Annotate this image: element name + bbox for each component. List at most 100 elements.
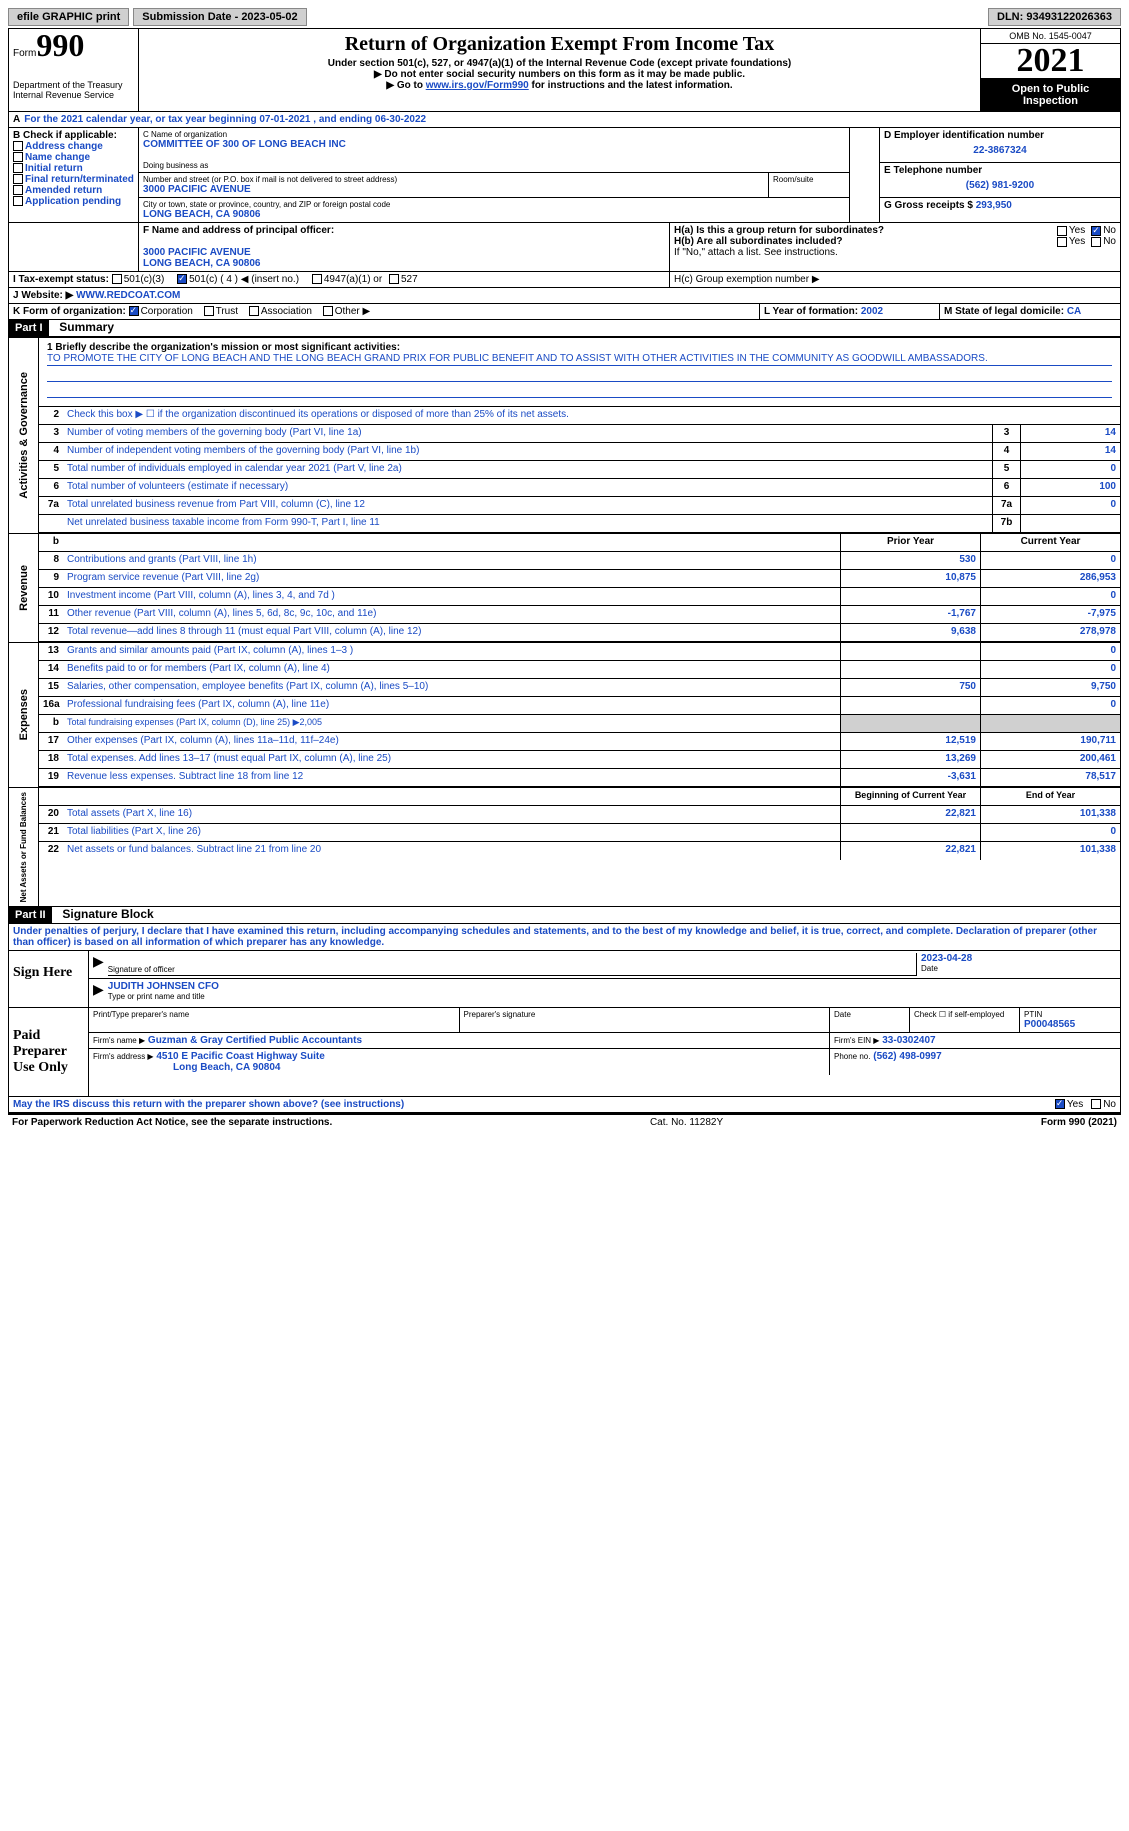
end-20: 101,338 xyxy=(980,806,1120,823)
chk-trust[interactable] xyxy=(204,306,214,316)
dln: DLN: 93493122026363 xyxy=(988,8,1121,26)
chk-amended[interactable]: Amended return xyxy=(13,185,134,196)
expenses-section: Expenses 13Grants and similar amounts pa… xyxy=(9,642,1120,787)
prior-9: 10,875 xyxy=(840,570,980,587)
chk-final-return[interactable]: Final return/terminated xyxy=(13,174,134,185)
subtitle-3: ▶ Go to www.irs.gov/Form990 for instruct… xyxy=(147,80,972,91)
curr-15: 9,750 xyxy=(980,679,1120,696)
net-assets-section: Net Assets or Fund Balances Beginning of… xyxy=(9,787,1120,906)
chk-discuss-no[interactable] xyxy=(1091,1099,1101,1109)
ein: 22-3867324 xyxy=(884,141,1116,160)
declaration: Under penalties of perjury, I declare th… xyxy=(9,924,1120,951)
curr-16a: 0 xyxy=(980,697,1120,714)
side-expenses: Expenses xyxy=(16,685,32,744)
mission-text: TO PROMOTE THE CITY OF LONG BEACH AND TH… xyxy=(47,353,1112,366)
irs-link[interactable]: www.irs.gov/Form990 xyxy=(426,80,529,91)
part-1-header: Part I xyxy=(9,320,49,336)
val-3: 14 xyxy=(1020,425,1120,442)
chk-corp[interactable] xyxy=(129,306,139,316)
prior-12: 9,638 xyxy=(840,624,980,641)
chk-ha-yes[interactable] xyxy=(1057,226,1067,236)
chk-501c[interactable] xyxy=(177,274,187,284)
dept-treasury: Department of the Treasury xyxy=(13,80,134,90)
chk-application[interactable]: Application pending xyxy=(13,196,134,207)
form-990: Form 990 Department of the Treasury Inte… xyxy=(8,28,1121,1115)
part-2-title: Signature Block xyxy=(54,907,153,921)
subtitle-1: Under section 501(c), 527, or 4947(a)(1)… xyxy=(147,58,972,69)
paid-preparer-block: Paid Preparer Use Only Print/Type prepar… xyxy=(9,1008,1120,1097)
chk-527[interactable] xyxy=(389,274,399,284)
tax-year: 2021 xyxy=(981,44,1120,79)
website-row: J Website: ▶ WWW.REDCOAT.COM xyxy=(9,288,1120,304)
prior-10 xyxy=(840,588,980,605)
sign-date: 2023-04-28 xyxy=(921,953,1116,964)
prior-19: -3,631 xyxy=(840,769,980,786)
side-net-assets: Net Assets or Fund Balances xyxy=(17,788,30,906)
firm-phone: (562) 498-0997 xyxy=(873,1051,941,1062)
chk-ha-no[interactable] xyxy=(1091,226,1101,236)
prior-14 xyxy=(840,661,980,678)
efile-btn[interactable]: efile GRAPHIC print xyxy=(8,8,129,26)
form-header: Form 990 Department of the Treasury Inte… xyxy=(9,29,1120,112)
state-domicile: CA xyxy=(1067,306,1081,317)
form-label: Form xyxy=(13,48,36,59)
firm-addr2: Long Beach, CA 90804 xyxy=(93,1062,825,1073)
gross-receipts: 293,950 xyxy=(976,200,1012,211)
chk-discuss-yes[interactable] xyxy=(1055,1099,1065,1109)
prior-17: 12,519 xyxy=(840,733,980,750)
chk-initial-return[interactable]: Initial return xyxy=(13,163,134,174)
firm-addr1: 4510 E Pacific Coast Highway Suite xyxy=(156,1051,324,1062)
prior-11: -1,767 xyxy=(840,606,980,623)
side-revenue: Revenue xyxy=(16,561,32,615)
form-number: 990 xyxy=(36,31,84,60)
chk-501c3[interactable] xyxy=(112,274,122,284)
curr-9: 286,953 xyxy=(980,570,1120,587)
section-b: B Check if applicable: Address change Na… xyxy=(9,128,139,222)
revenue-section: Revenue b Prior Year Current Year 8Contr… xyxy=(9,533,1120,642)
city-state-zip: LONG BEACH, CA 90806 xyxy=(143,209,845,220)
curr-12: 278,978 xyxy=(980,624,1120,641)
irs-label: Internal Revenue Service xyxy=(13,90,134,100)
officer-addr2: LONG BEACH, CA 90806 xyxy=(143,258,665,269)
prior-15: 750 xyxy=(840,679,980,696)
beg-20: 22,821 xyxy=(840,806,980,823)
chk-other[interactable] xyxy=(323,306,333,316)
prior-16a xyxy=(840,697,980,714)
officer-row: F Name and address of principal officer:… xyxy=(9,223,1120,272)
org-name: COMMITTEE OF 300 OF LONG BEACH INC xyxy=(143,139,845,150)
end-21: 0 xyxy=(980,824,1120,841)
may-irs-row: May the IRS discuss this return with the… xyxy=(9,1097,1120,1114)
governance-section: Activities & Governance 1 Briefly descri… xyxy=(9,337,1120,533)
side-governance: Activities & Governance xyxy=(16,368,32,503)
right-id-col: D Employer identification number 22-3867… xyxy=(880,128,1120,222)
chk-assoc[interactable] xyxy=(249,306,259,316)
open-to-public: Open to Public Inspection xyxy=(981,79,1120,111)
curr-14: 0 xyxy=(980,661,1120,678)
beg-21 xyxy=(840,824,980,841)
chk-hb-no[interactable] xyxy=(1091,237,1101,247)
curr-8: 0 xyxy=(980,552,1120,569)
val-5: 0 xyxy=(1020,461,1120,478)
header-left: Form 990 Department of the Treasury Inte… xyxy=(9,29,139,111)
part-1-title: Summary xyxy=(51,320,114,334)
val-6: 100 xyxy=(1020,479,1120,496)
part-2-header: Part II xyxy=(9,907,52,923)
chk-address-change[interactable]: Address change xyxy=(13,141,134,152)
prior-18: 13,269 xyxy=(840,751,980,768)
sign-here-block: Sign Here ▶ Signature of officer 2023-04… xyxy=(9,951,1120,1008)
end-22: 101,338 xyxy=(980,842,1120,860)
top-bar: efile GRAPHIC print Submission Date - 20… xyxy=(8,8,1121,26)
chk-hb-yes[interactable] xyxy=(1057,237,1067,247)
submission-date: Submission Date - 2023-05-02 xyxy=(133,8,306,26)
chk-name-change[interactable]: Name change xyxy=(13,152,134,163)
page-footer: For Paperwork Reduction Act Notice, see … xyxy=(8,1115,1121,1130)
curr-18: 200,461 xyxy=(980,751,1120,768)
street-address: 3000 PACIFIC AVENUE xyxy=(143,184,764,195)
curr-13: 0 xyxy=(980,643,1120,660)
section-c: C Name of organization COMMITTEE OF 300 … xyxy=(139,128,850,222)
beg-22: 22,821 xyxy=(840,842,980,860)
header-right: OMB No. 1545-0047 2021 Open to Public In… xyxy=(980,29,1120,111)
prior-13 xyxy=(840,643,980,660)
telephone: (562) 981-9200 xyxy=(884,176,1116,195)
chk-4947[interactable] xyxy=(312,274,322,284)
